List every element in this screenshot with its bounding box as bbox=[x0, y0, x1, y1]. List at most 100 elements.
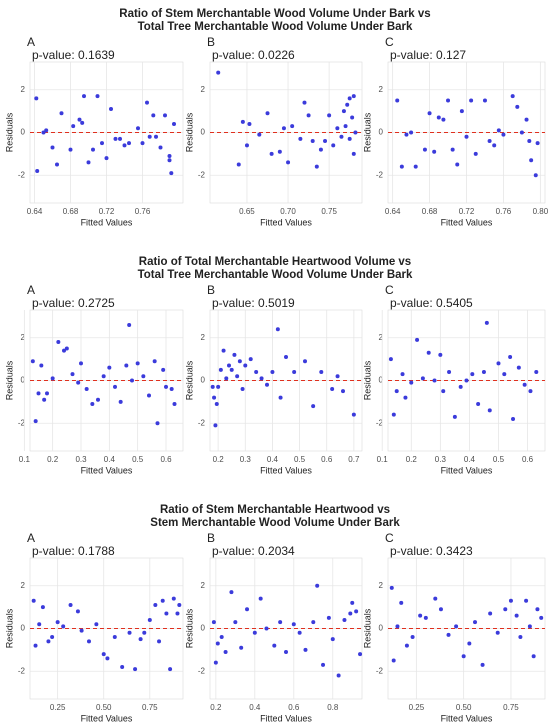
point bbox=[247, 121, 252, 126]
point bbox=[164, 384, 168, 389]
y-tick-label: -2 bbox=[18, 170, 26, 179]
point bbox=[167, 158, 172, 163]
panel-label: A bbox=[27, 283, 35, 297]
point bbox=[37, 622, 42, 627]
point bbox=[164, 611, 169, 616]
y-tick-label: -2 bbox=[376, 418, 384, 427]
x-tick-label: 0.70 bbox=[280, 207, 296, 216]
point bbox=[214, 402, 219, 406]
row-title: Total Tree Merchantable Wood Volume Unde… bbox=[138, 269, 413, 281]
y-tick-label: 0 bbox=[379, 624, 384, 633]
point bbox=[480, 662, 485, 667]
point bbox=[46, 639, 51, 644]
point bbox=[50, 145, 55, 150]
point bbox=[438, 607, 443, 612]
point bbox=[348, 611, 353, 616]
point bbox=[389, 585, 394, 590]
point bbox=[427, 111, 432, 116]
y-tick-label: 2 bbox=[379, 333, 384, 342]
point bbox=[341, 109, 346, 114]
point bbox=[454, 624, 459, 629]
point bbox=[420, 376, 425, 381]
point bbox=[496, 361, 501, 366]
point bbox=[42, 397, 47, 402]
point bbox=[213, 423, 218, 428]
point bbox=[515, 104, 520, 109]
point bbox=[257, 132, 262, 137]
point bbox=[323, 139, 328, 144]
point bbox=[75, 609, 80, 614]
point bbox=[211, 620, 216, 625]
point bbox=[446, 632, 451, 637]
point bbox=[511, 416, 516, 421]
point bbox=[141, 374, 146, 379]
point bbox=[221, 348, 226, 353]
point bbox=[297, 630, 302, 635]
point bbox=[100, 141, 104, 146]
point bbox=[524, 117, 529, 122]
point bbox=[70, 372, 75, 377]
point bbox=[461, 654, 466, 659]
point bbox=[163, 113, 167, 118]
point bbox=[336, 673, 341, 678]
point bbox=[133, 667, 138, 672]
point bbox=[518, 635, 523, 640]
row-title: Stem Merchantable Wood Volume Under Bark bbox=[150, 517, 400, 529]
point bbox=[404, 132, 409, 137]
point bbox=[270, 369, 275, 374]
panel-label: C bbox=[385, 283, 394, 297]
point bbox=[30, 359, 35, 364]
point bbox=[391, 412, 396, 417]
point bbox=[213, 660, 218, 665]
x-tick-label: 0.6 bbox=[288, 703, 300, 712]
point bbox=[410, 635, 415, 640]
point bbox=[529, 158, 534, 163]
point bbox=[487, 139, 492, 144]
point bbox=[169, 387, 174, 392]
x-tick-label: 0.65 bbox=[239, 207, 255, 216]
point bbox=[210, 384, 215, 389]
point bbox=[510, 94, 515, 99]
point bbox=[399, 164, 404, 169]
panel-label: A bbox=[27, 531, 35, 545]
x-tick-label: 0.80 bbox=[533, 207, 549, 216]
x-tick-label: 0.75 bbox=[321, 207, 337, 216]
point bbox=[350, 600, 355, 605]
x-tick-label: 0.75 bbox=[142, 703, 158, 712]
point bbox=[358, 652, 363, 657]
y-tick-label: -2 bbox=[18, 666, 26, 675]
point bbox=[79, 361, 83, 366]
y-tick-label: -2 bbox=[18, 418, 26, 427]
point bbox=[232, 352, 237, 357]
point bbox=[153, 603, 158, 607]
point bbox=[91, 147, 95, 152]
point bbox=[77, 117, 82, 122]
x-tick-label: 0.5 bbox=[132, 455, 144, 464]
point bbox=[212, 395, 217, 400]
point bbox=[436, 115, 441, 120]
x-tick-label: 0.72 bbox=[99, 207, 115, 216]
point bbox=[277, 149, 282, 154]
point bbox=[80, 120, 85, 125]
point bbox=[311, 404, 316, 409]
point bbox=[50, 635, 55, 640]
x-axis-label: Fitted Values bbox=[260, 465, 312, 475]
point bbox=[303, 647, 308, 652]
point bbox=[237, 359, 242, 364]
point bbox=[84, 387, 89, 392]
point bbox=[335, 374, 340, 379]
point bbox=[122, 143, 127, 148]
point bbox=[345, 102, 350, 107]
point bbox=[56, 340, 61, 345]
y-axis-label: Residuals bbox=[362, 608, 372, 648]
point bbox=[331, 143, 336, 148]
point bbox=[446, 98, 451, 103]
point bbox=[258, 596, 263, 601]
point bbox=[464, 378, 469, 383]
point bbox=[40, 605, 45, 610]
y-axis-label: Residuals bbox=[184, 112, 194, 152]
point bbox=[61, 624, 66, 629]
point bbox=[76, 380, 81, 385]
point bbox=[281, 126, 286, 131]
